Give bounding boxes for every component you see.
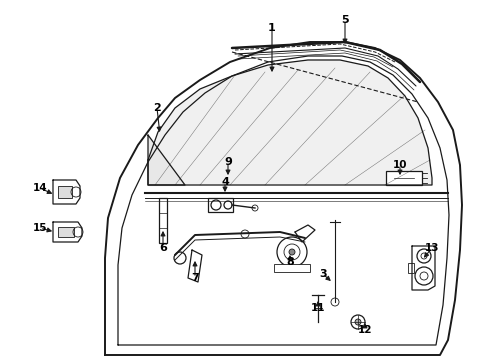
Bar — [58, 227, 74, 237]
Bar — [208, 198, 233, 212]
Bar — [58, 186, 72, 198]
Polygon shape — [53, 222, 82, 242]
Text: 5: 5 — [341, 15, 349, 25]
Text: 14: 14 — [33, 183, 48, 193]
Text: 4: 4 — [221, 177, 229, 187]
Text: 12: 12 — [358, 325, 372, 335]
Text: 2: 2 — [153, 103, 161, 113]
Polygon shape — [412, 246, 435, 290]
Polygon shape — [53, 180, 80, 204]
Bar — [159, 198, 167, 243]
Polygon shape — [148, 135, 185, 185]
Circle shape — [355, 319, 361, 325]
Bar — [408, 263, 414, 273]
Polygon shape — [295, 225, 315, 242]
Text: 6: 6 — [159, 243, 167, 253]
Text: 9: 9 — [224, 157, 232, 167]
Text: 13: 13 — [425, 243, 439, 253]
Text: 8: 8 — [286, 257, 294, 267]
Bar — [386, 171, 422, 185]
Polygon shape — [148, 60, 432, 185]
Text: 10: 10 — [393, 160, 407, 170]
Text: 15: 15 — [33, 223, 47, 233]
Polygon shape — [188, 250, 202, 282]
Text: 7: 7 — [191, 273, 199, 283]
Text: 1: 1 — [268, 23, 276, 33]
Bar — [274, 264, 310, 272]
Text: 3: 3 — [319, 269, 327, 279]
Text: 11: 11 — [311, 303, 325, 313]
Circle shape — [289, 249, 295, 255]
